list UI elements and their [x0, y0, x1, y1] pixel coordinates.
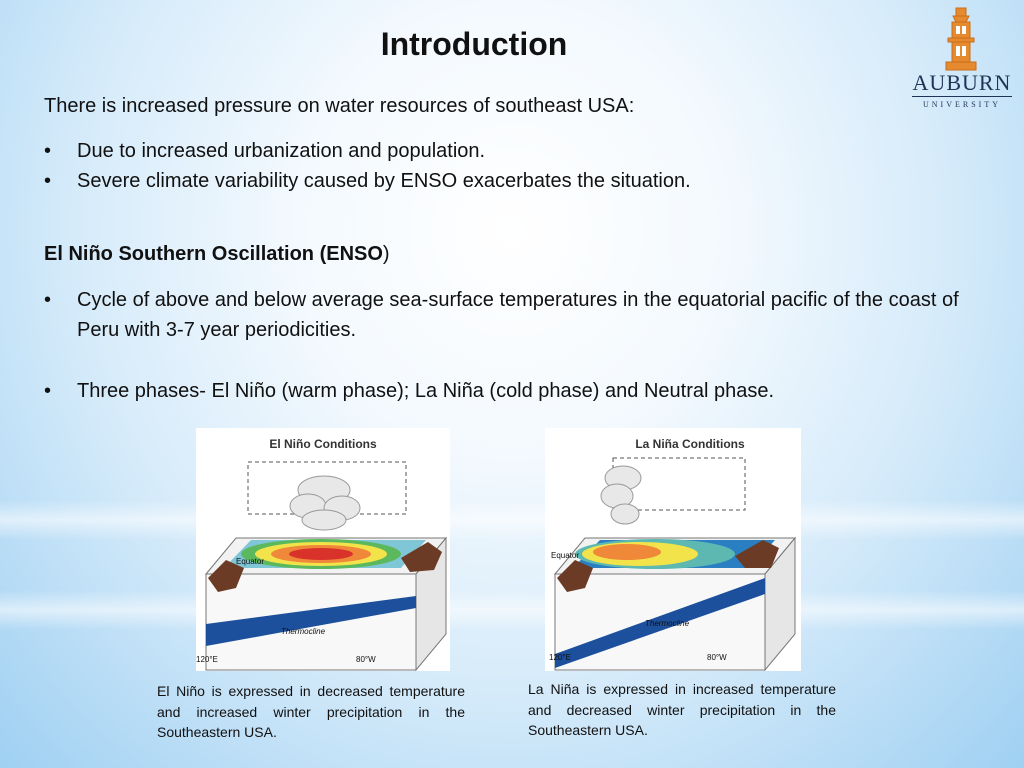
logo-divider	[912, 96, 1012, 97]
bullet-dot: •	[44, 289, 52, 311]
warm-pool-inner	[593, 544, 661, 560]
background-band	[0, 500, 1024, 540]
thermocline-label: Thermocline	[281, 627, 326, 636]
landmass	[557, 560, 593, 592]
circulation-loop	[612, 457, 746, 511]
auburn-logo: AUBURN UNIVERSITY	[906, 4, 1018, 114]
el-nino-caption: El Niño is expressed in decreased temper…	[157, 683, 465, 740]
logo-wordmark: AUBURN	[912, 70, 1012, 95]
bullet-dot: •	[44, 170, 52, 192]
enso-heading-bold: El Niño Southern Oscillation (ENSO	[44, 243, 383, 265]
thermocline-label: Thermocline	[645, 619, 690, 628]
bullet-text: Due to increased urbanization and popula…	[77, 140, 486, 162]
longitude-label: 120°E	[549, 653, 571, 662]
slide-title: Introduction	[380, 26, 568, 62]
background-band	[0, 590, 1024, 630]
thermocline-layer	[206, 596, 416, 646]
landmass	[401, 542, 442, 572]
el-nino-figure: El Niño Conditions Equator Thermocline 1…	[196, 428, 450, 672]
bullet-dot: •	[44, 140, 52, 162]
equator-label: Equator	[236, 557, 264, 566]
intro-text: There is increased pressure on water res…	[44, 95, 635, 117]
bullet-item: • Cycle of above and below average sea-s…	[44, 285, 984, 345]
equator-label: Equator	[551, 551, 579, 560]
figure-title: La Niña Conditions	[635, 437, 745, 451]
bullet-text: Severe climate variability caused by ENS…	[77, 170, 691, 192]
enso-heading: El Niño Southern Oscillation (ENSO)	[44, 239, 390, 269]
landmass	[735, 540, 779, 568]
enso-heading-tail: )	[382, 243, 390, 265]
bullet-text: Cycle of above and below average sea-sur…	[77, 289, 959, 341]
la-nina-caption: La Niña is expressed in increased temper…	[528, 681, 836, 738]
cloud-icon	[289, 475, 361, 531]
cloud-icon	[600, 465, 642, 525]
bullet-item: • Three phases- El Niño (warm phase); La…	[44, 376, 984, 406]
bullet-text: Three phases- El Niño (warm phase); La N…	[77, 380, 775, 402]
longitude-label: 80°W	[707, 653, 727, 662]
longitude-label: 80°W	[356, 655, 376, 664]
longitude-label: 120°E	[196, 655, 218, 664]
la-nina-figure: La Niña Conditions Equator Thermocline 1…	[545, 428, 801, 672]
bullet-item: • Severe climate variability caused by E…	[44, 166, 984, 196]
tower-icon	[945, 7, 977, 71]
thermocline-layer	[555, 578, 765, 668]
warm-pool-core	[289, 548, 353, 560]
bullet-dot: •	[44, 380, 52, 402]
bullet-item: • Due to increased urbanization and popu…	[44, 136, 984, 166]
landmass	[208, 560, 244, 592]
figure-title: El Niño Conditions	[269, 437, 377, 451]
logo-subtitle: UNIVERSITY	[923, 100, 1001, 109]
